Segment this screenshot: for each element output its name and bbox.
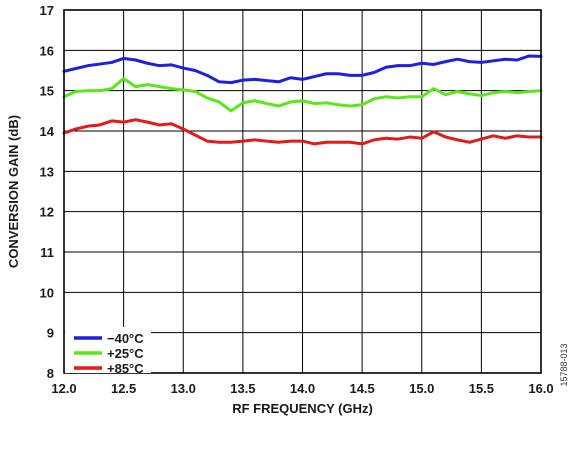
y-tick-label: 13 <box>40 164 54 179</box>
plot-frame <box>63 9 542 374</box>
y-tick-label: 15 <box>40 84 54 99</box>
legend-label: −40°C <box>107 331 144 346</box>
y-tick-label: 17 <box>40 3 54 18</box>
x-tick-label: 15.0 <box>409 381 434 396</box>
legend-box <box>65 327 151 373</box>
series-line-0 <box>62 54 543 85</box>
y-axis-title: CONVERSION GAIN (dB) <box>6 115 21 268</box>
series-line-1 <box>62 77 543 113</box>
x-tick-label: 13.5 <box>230 381 255 396</box>
x-tick-label: 14.5 <box>349 381 374 396</box>
x-tick-label: 13.0 <box>171 381 196 396</box>
x-tick-label: 12.5 <box>111 381 136 396</box>
series-line-2 <box>62 118 543 146</box>
legend-label: +85°C <box>107 361 144 376</box>
x-tick-label: 12.0 <box>51 381 76 396</box>
y-tick-label: 12 <box>40 205 54 220</box>
y-tick-label: 10 <box>40 285 54 300</box>
y-tick-label: 16 <box>40 43 54 58</box>
y-tick-label: 8 <box>47 366 54 381</box>
tick-labels: 12.0 12.5 13.0 13.5 14.0 14.5 15.0 15.5 16.0 8 9 10… <box>40 3 554 396</box>
x-axis-title: RF FREQUENCY (GHz) <box>232 401 373 416</box>
x-tick-label: 16.0 <box>528 381 553 396</box>
y-tick-label: 9 <box>47 326 54 341</box>
y-tick-label: 11 <box>40 245 54 260</box>
legend-label: +25°C <box>107 346 144 361</box>
figure-id: 15788-013 <box>559 343 569 386</box>
x-tick-label: 14.0 <box>290 381 315 396</box>
legend: −40°C+25°C+85°C <box>65 327 151 376</box>
x-tick-label: 15.5 <box>469 381 494 396</box>
series-lines <box>62 54 543 146</box>
y-tick-label: 14 <box>40 124 55 139</box>
